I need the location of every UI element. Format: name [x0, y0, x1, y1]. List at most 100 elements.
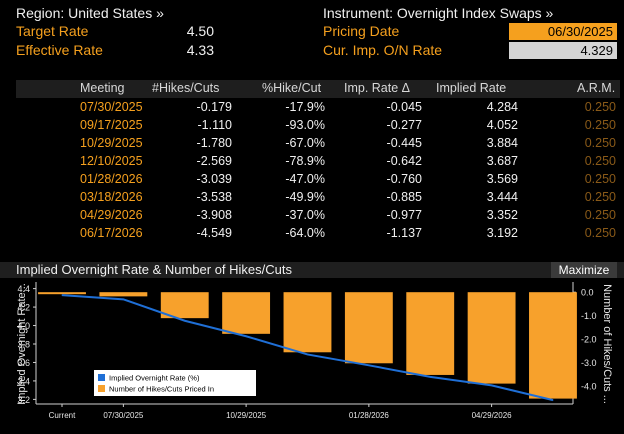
- cell-meeting: 01/28/2026: [80, 172, 143, 186]
- left-tick-label: 3.4: [17, 376, 30, 386]
- cell-implied-rate: 3.192: [486, 226, 518, 240]
- left-tick-label: 4.2: [17, 303, 30, 313]
- x-tick-label: 01/28/2026: [349, 411, 390, 420]
- cell-pct-hike-cut: -17.9%: [285, 100, 325, 114]
- col-header-meeting[interactable]: Meeting: [80, 81, 125, 95]
- cell-pct-hike-cut: -78.9%: [285, 154, 325, 168]
- left-tick-label: 3.2: [17, 395, 30, 405]
- cell-meeting: 09/17/2025: [80, 118, 143, 132]
- cell-implied-rate: 3.352: [486, 208, 518, 222]
- cell-pct-hike-cut: -93.0%: [285, 118, 325, 132]
- left-axis-title: Implied Overnight Rate...: [16, 283, 28, 405]
- cell-imp-rate-delta: -0.045: [386, 100, 422, 114]
- cell-imp-rate-delta: -0.885: [386, 190, 422, 204]
- left-tick-label: 4.0: [17, 321, 30, 331]
- right-axis-title: Number of Hikes/Cuts ...: [601, 284, 613, 404]
- cell-implied-rate: 3.569: [486, 172, 518, 186]
- bar: [406, 292, 455, 375]
- cell-arm: 0.250: [584, 172, 616, 186]
- cell-arm: 0.250: [584, 136, 616, 150]
- cell-meeting: 03/18/2026: [80, 190, 143, 204]
- col-header-arm[interactable]: A.R.M.: [577, 81, 616, 95]
- legend-line-label: Implied Overnight Rate (%): [109, 374, 200, 383]
- col-header-implied-rate[interactable]: Implied Rate: [436, 81, 507, 95]
- cell-meeting: 06/17/2026: [80, 226, 143, 240]
- implied-rate-point: [61, 294, 63, 296]
- cell-meeting: 04/29/2026: [80, 208, 143, 222]
- cell-implied-rate: 4.284: [486, 100, 518, 114]
- right-tick-label: -4.0: [581, 381, 597, 391]
- bar: [99, 292, 148, 297]
- cell-hikes-cuts: -3.538: [196, 190, 232, 204]
- bar: [222, 292, 271, 334]
- bar: [160, 292, 209, 319]
- bar: [344, 292, 393, 364]
- pricing-date-field[interactable]: 06/30/2025: [509, 23, 617, 40]
- chart-legend: [94, 370, 256, 396]
- cell-hikes-cuts: -1.110: [197, 118, 232, 132]
- col-header-hikes-cuts[interactable]: #Hikes/Cuts: [152, 81, 220, 95]
- cell-pct-hike-cut: -49.9%: [285, 190, 325, 204]
- implied-rate-point: [184, 320, 186, 322]
- cell-imp-rate-delta: -0.977: [386, 208, 422, 222]
- implied-rate-point: [429, 376, 431, 378]
- instrument-selector[interactable]: Instrument: Overnight Index Swaps »: [323, 5, 554, 21]
- bar: [38, 292, 86, 295]
- cell-arm: 0.250: [584, 208, 616, 222]
- implied-rate-point: [245, 335, 247, 337]
- bar: [467, 292, 516, 384]
- cell-imp-rate-delta: -0.277: [386, 118, 422, 132]
- cell-arm: 0.250: [584, 154, 616, 168]
- cell-arm: 0.250: [584, 190, 616, 204]
- cell-arm: 0.250: [584, 226, 616, 240]
- cur-imp-rate-label: Cur. Imp. O/N Rate: [323, 42, 443, 58]
- left-tick-label: 3.6: [17, 358, 30, 368]
- cell-meeting: 12/10/2025: [80, 154, 143, 168]
- cell-pct-hike-cut: -67.0%: [285, 136, 325, 150]
- left-tick-label: 4.4: [17, 284, 30, 294]
- cell-imp-rate-delta: -1.137: [386, 226, 422, 240]
- left-tick-label: 3.8: [17, 340, 30, 350]
- pricing-date-label: Pricing Date: [323, 23, 400, 39]
- right-tick-label: -2.0: [581, 334, 597, 344]
- x-tick-label: 04/29/2026: [472, 411, 513, 420]
- bar: [283, 292, 332, 353]
- cell-pct-hike-cut: -64.0%: [285, 226, 325, 240]
- right-tick-label: 0.0: [581, 288, 594, 298]
- right-tick-label: -1.0: [581, 311, 597, 321]
- cell-meeting: 07/30/2025: [80, 100, 143, 114]
- cell-hikes-cuts: -2.569: [196, 154, 232, 168]
- region-selector[interactable]: Region: United States »: [16, 5, 164, 21]
- cell-hikes-cuts: -1.780: [196, 136, 232, 150]
- target-rate-label: Target Rate: [16, 23, 89, 39]
- implied-rate-point: [491, 384, 493, 386]
- cell-imp-rate-delta: -0.445: [386, 136, 422, 150]
- maximize-button[interactable]: Maximize: [551, 262, 617, 278]
- col-header-imp-rate-delta[interactable]: Imp. Rate Δ: [344, 81, 411, 95]
- table-header-row: [16, 80, 620, 98]
- cell-imp-rate-delta: -0.642: [386, 154, 422, 168]
- chart-panel-header: [0, 262, 624, 278]
- cell-implied-rate: 3.884: [486, 136, 518, 150]
- cell-pct-hike-cut: -37.0%: [285, 208, 325, 222]
- cell-implied-rate: 4.052: [486, 118, 518, 132]
- target-rate-value: 4.50: [186, 23, 214, 39]
- cell-pct-hike-cut: -47.0%: [285, 172, 325, 186]
- effective-rate-label: Effective Rate: [16, 42, 103, 58]
- x-tick-label: 10/29/2025: [226, 411, 267, 420]
- cell-hikes-cuts: -3.908: [196, 208, 232, 222]
- bar: [529, 292, 577, 399]
- x-tick-label: Current: [49, 411, 76, 420]
- effective-rate-value: 4.33: [186, 42, 214, 58]
- cell-hikes-cuts: -0.179: [196, 100, 232, 114]
- implied-rate-point: [122, 298, 124, 300]
- cell-hikes-cuts: -4.549: [196, 226, 232, 240]
- legend-bar-label: Number of Hikes/Cuts Priced In: [109, 385, 214, 394]
- implied-rate-point: [368, 364, 370, 366]
- legend-line-swatch: [98, 374, 105, 381]
- cell-implied-rate: 3.687: [486, 154, 518, 168]
- chart: 4.4 4.2 4.0 3.8 3.6 3.4 3.2 0.0 -1.0 -2.0 -3.0 -4.0…: [16, 282, 613, 420]
- legend-bar-swatch: [98, 385, 105, 392]
- col-header-pct-hike-cut[interactable]: %Hike/Cut: [262, 81, 322, 95]
- cur-imp-rate-field: 4.329: [509, 42, 617, 59]
